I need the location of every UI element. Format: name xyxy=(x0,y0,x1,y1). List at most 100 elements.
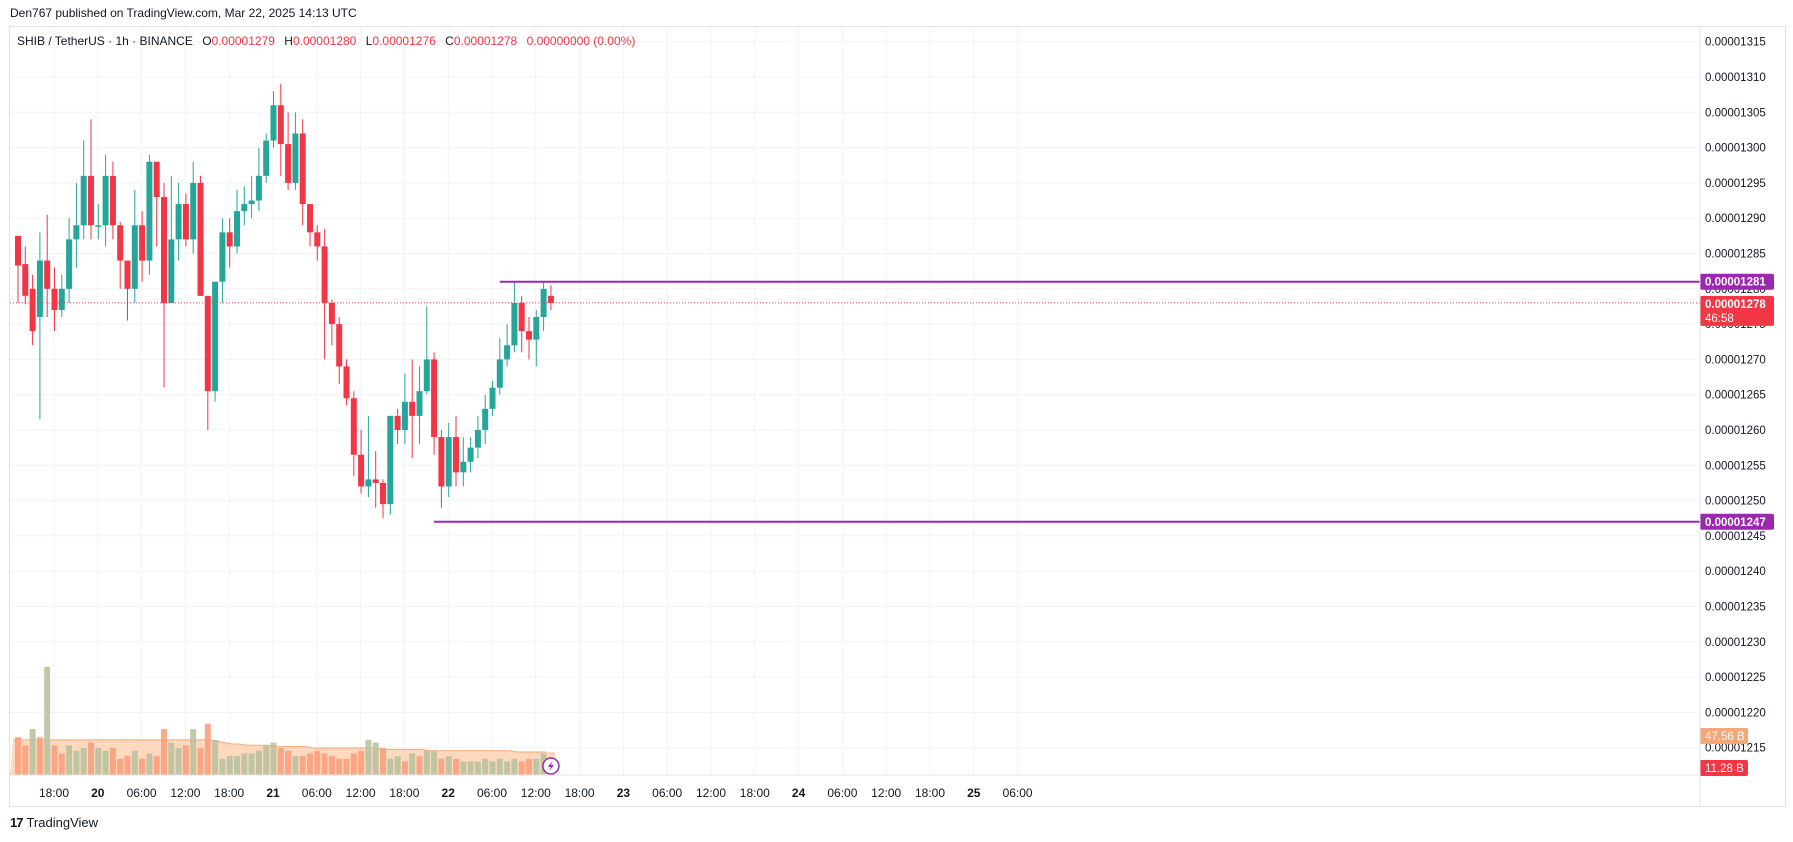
price-tick-label: 0.00001260 xyxy=(1705,425,1766,437)
candle-body xyxy=(117,225,124,261)
volume-bar xyxy=(58,753,65,775)
candle-body xyxy=(168,239,175,303)
lightning-icon[interactable] xyxy=(542,757,560,775)
volume-bar xyxy=(117,758,124,775)
volume-bar xyxy=(285,750,292,775)
candle-body xyxy=(526,331,532,340)
symbol-legend: SHIB / TetherUS · 1h · BINANCE O 0.000012… xyxy=(17,34,635,48)
time-tick-label: 12:00 xyxy=(696,786,726,800)
candle-body xyxy=(161,197,167,303)
candle-body xyxy=(153,161,160,198)
price-tick-label: 0.00001245 xyxy=(1705,531,1766,543)
volume-bar xyxy=(299,756,306,775)
candle-body xyxy=(270,105,277,141)
volume-ma-line xyxy=(13,739,546,753)
volume-bar xyxy=(277,748,284,775)
candle-body xyxy=(482,408,489,430)
time-tick-label: 18:00 xyxy=(565,786,595,800)
volume-bar xyxy=(22,745,29,775)
volume-bar xyxy=(307,753,313,775)
time-tick-label: 25 xyxy=(967,786,981,800)
volume-bar xyxy=(182,745,189,775)
time-tick-label: 06:00 xyxy=(827,786,857,800)
volume-last-label: 11.28 B xyxy=(1705,763,1744,775)
volume-bar xyxy=(80,748,87,775)
open-label: O xyxy=(202,34,212,48)
volume-bar xyxy=(102,750,109,775)
candle-body xyxy=(540,288,547,318)
candle-body xyxy=(241,204,248,212)
low-value: 0.00001276 xyxy=(372,34,436,48)
tradingview-logo[interactable]: 17 TradingView xyxy=(10,815,98,830)
candle-body xyxy=(423,359,430,392)
candle-body xyxy=(504,345,511,360)
volume-bar xyxy=(358,750,365,775)
chart-frame xyxy=(9,26,1786,807)
candle-body xyxy=(350,398,357,455)
volume-bar xyxy=(146,753,153,775)
volume-bar xyxy=(438,758,445,775)
candle-body xyxy=(401,401,408,430)
volume-bar xyxy=(474,761,481,775)
candle-body xyxy=(124,260,131,289)
candle-body xyxy=(234,211,240,247)
volume-bar xyxy=(153,756,160,775)
volume-bar xyxy=(197,748,204,775)
time-tick-label: 06:00 xyxy=(477,786,507,800)
volume-ma-badge xyxy=(1700,728,1748,744)
candle-body xyxy=(474,430,481,448)
time-tick-label: 06:00 xyxy=(127,786,157,800)
volume-bar xyxy=(336,758,343,775)
price-tick-label: 0.00001235 xyxy=(1705,602,1766,614)
candle-body xyxy=(255,175,262,201)
volume-bar xyxy=(445,756,452,775)
volume-bar xyxy=(161,729,167,775)
volume-bar xyxy=(263,745,270,775)
volume-bar xyxy=(139,758,146,775)
volume-bar xyxy=(416,756,423,775)
volume-bar xyxy=(44,667,51,775)
volume-bar xyxy=(226,756,233,775)
price-tick-label: 0.00001285 xyxy=(1705,249,1766,261)
candle-body xyxy=(328,302,335,325)
volume-bar xyxy=(511,758,518,775)
candle-body xyxy=(88,175,94,226)
price-tick-label: 0.00001295 xyxy=(1705,178,1766,190)
volume-bar xyxy=(255,750,262,775)
candle-body xyxy=(394,415,401,430)
level-price-badge xyxy=(1700,273,1774,290)
volume-bar xyxy=(95,748,102,775)
candle-body xyxy=(445,437,452,487)
volume-bar xyxy=(504,761,511,775)
close-value: 0.00001278 xyxy=(453,34,518,48)
candle-body xyxy=(263,140,270,176)
volume-bar xyxy=(292,756,299,775)
volume-bar xyxy=(51,745,58,775)
candle-body xyxy=(321,246,328,303)
volume-bar xyxy=(460,761,467,775)
time-tick-label: 18:00 xyxy=(740,786,770,800)
time-tick-label: 12:00 xyxy=(871,786,901,800)
volume-bar xyxy=(204,723,211,775)
volume-bar xyxy=(372,742,379,775)
candle-body xyxy=(299,133,306,205)
volume-ma-label: 47.56 B xyxy=(1705,731,1745,743)
change-value: 0.00000000 (0.00%) xyxy=(526,34,636,48)
candle-body xyxy=(285,144,292,183)
high-value: 0.00001280 xyxy=(292,34,357,48)
candle-body xyxy=(358,454,365,487)
volume-bar xyxy=(241,753,248,775)
volume-bar xyxy=(328,756,335,775)
candle-body xyxy=(146,161,153,261)
candle-body xyxy=(175,204,182,240)
volume-bar xyxy=(394,756,401,775)
candle-body xyxy=(182,204,189,240)
candle-body xyxy=(226,232,233,247)
volume-bar xyxy=(423,750,430,775)
symbol-title[interactable]: SHIB / TetherUS · 1h · BINANCE xyxy=(17,34,193,48)
current-price-badge xyxy=(1700,295,1774,326)
volume-bar xyxy=(489,761,496,775)
time-tick-label: 12:00 xyxy=(346,786,376,800)
level-price-label: 0.00001281 xyxy=(1705,277,1766,289)
